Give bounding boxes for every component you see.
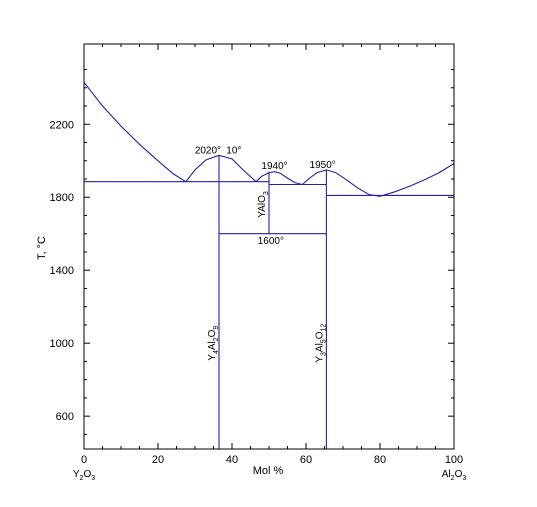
- phase-boundary-1: [83, 81, 187, 183]
- compound-label: Y4Al2O9: [207, 326, 220, 361]
- x-tick-label: 60: [300, 454, 312, 466]
- temperature-annotation: 1950°: [310, 160, 336, 171]
- left-end-member-label: Y2O3: [73, 469, 95, 482]
- axes: [83, 43, 455, 450]
- phase-boundary-4: [301, 169, 381, 197]
- x-axis-label: Mol %: [253, 465, 284, 477]
- temperature-annotation: 2020°: [195, 145, 221, 156]
- x-tick-label: 80: [374, 454, 386, 466]
- temperature-annotation: 10°: [226, 145, 241, 156]
- annotations: 2020° 10° 1940° 1950° 1600° Y4Al2O9 YAlO3 Y3Al5…: [195, 145, 336, 362]
- phase-boundary-5: [379, 163, 455, 197]
- y-tick-label: 600: [56, 411, 74, 423]
- compound-formula: Y3Al5O12: [314, 324, 327, 363]
- y-axis-label: T, °C: [36, 236, 48, 260]
- temperature-annotation: 1600°: [258, 236, 284, 247]
- plot-lines: [83, 81, 455, 449]
- x-tick-label: 40: [226, 454, 238, 466]
- y-tick-label: 1400: [50, 265, 74, 277]
- y-tick-label: 1000: [50, 338, 74, 350]
- phase-boundary-2: [185, 154, 257, 183]
- y-tick-label: 1800: [50, 192, 74, 204]
- temperature-annotation: 1940°: [261, 161, 287, 172]
- right-end-member-label: Al2O3: [442, 469, 467, 482]
- x-tick-label: 20: [152, 454, 164, 466]
- compound-formula: YAlO3: [257, 191, 270, 218]
- x-tick-label: 100: [445, 454, 463, 466]
- compound-formula: Y4Al2O9: [207, 326, 220, 361]
- y-tick-label: 2200: [50, 119, 74, 131]
- compound-label: YAlO3: [257, 191, 270, 218]
- phase-boundary-3: [255, 171, 303, 186]
- x-tick-label: 0: [81, 454, 87, 466]
- compound-label: Y3Al5O12: [314, 324, 327, 363]
- tick-labels: 0 20 40 60 80 100 600 1000 1400 1800 2200: [50, 119, 464, 466]
